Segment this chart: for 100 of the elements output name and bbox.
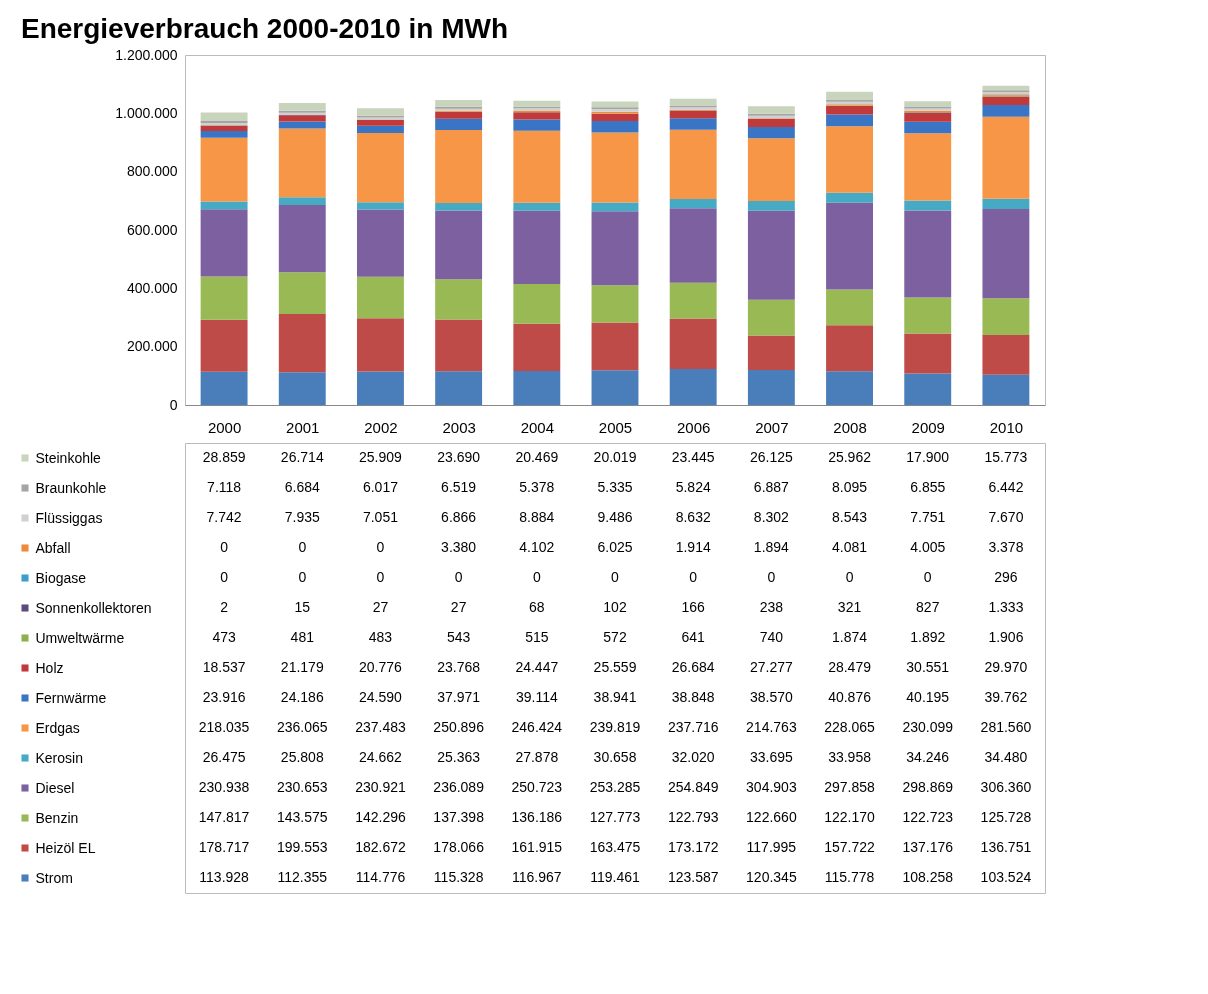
data-label: 21.179 [280,659,324,675]
data-label: 122.170 [824,809,876,825]
data-label: 1.906 [988,629,1024,645]
data-label: 321 [837,599,862,615]
data-label: 15 [294,599,311,615]
data-label: 125.728 [980,809,1032,825]
data-label: 34.246 [906,749,950,765]
data-label: 641 [681,629,706,645]
data-label: 115.328 [433,869,484,885]
data-label: 28.859 [202,449,246,465]
y-tick-label: 1.000.000 [115,104,178,121]
data-label: 26.125 [749,449,793,465]
data-label: 166 [681,599,706,615]
data-label: 137.398 [433,809,485,825]
data-label: 7.751 [910,509,946,525]
data-label: 8.632 [675,509,711,525]
legend-label: Steinkohle [35,449,102,466]
data-label: 483 [368,629,393,645]
data-label: 27 [450,599,467,615]
legend-label: Fernwärme [35,689,107,706]
data-label: 4.102 [519,539,555,555]
data-label: 113.928 [199,869,250,885]
data-label: 39.762 [984,689,1028,705]
data-label: 0 [611,569,620,585]
data-label: 5.824 [675,479,711,495]
data-label: 120.345 [746,869,797,885]
x-tick-label: 2001 [286,418,320,436]
data-label: 8.884 [519,509,555,525]
data-label: 246.424 [511,719,563,735]
y-tick-label: 400.000 [126,279,178,296]
data-label: 0 [298,539,307,555]
x-tick-label: 2008 [833,418,867,436]
data-label: 515 [525,629,549,645]
legend-label: Holz [35,659,64,676]
data-label: 116.967 [512,869,562,885]
data-label: 38.570 [749,689,793,705]
data-label: 163.475 [589,839,641,855]
data-label: 23.690 [437,449,481,465]
x-tick-label: 2002 [364,418,398,436]
data-label: 32.020 [671,749,715,765]
x-tick-label: 2000 [207,418,242,436]
data-label: 4.081 [832,539,868,555]
data-label: 157.722 [824,839,876,855]
data-label: 143.575 [276,809,328,825]
x-tick-label: 2006 [676,418,711,436]
data-label: 281.560 [980,719,1032,735]
data-label: 6.017 [362,479,399,495]
data-label: 114.776 [355,869,406,885]
data-label: 18.537 [202,659,246,675]
data-label: 38.941 [593,689,637,705]
legend-label: Biogase [35,569,87,586]
data-label: 102 [603,599,627,615]
data-label: 123.587 [667,869,719,885]
data-label: 136.751 [980,839,1032,855]
data-label: 178.066 [433,839,485,855]
data-label: 297.858 [824,779,876,795]
data-label: 20.019 [593,449,637,465]
data-label: 0 [376,539,385,555]
legend-label: Strom [35,869,73,886]
data-label: 0 [376,569,385,585]
data-label: 20.776 [359,659,403,675]
data-label: 236.089 [433,779,485,795]
data-label: 8.095 [832,479,868,495]
data-label: 142.296 [355,809,406,825]
data-label: 7.670 [988,509,1024,525]
data-label: 306.360 [980,779,1032,795]
data-label: 40.876 [828,689,872,705]
x-tick-label: 2010 [989,418,1024,436]
legend-label: Benzin [35,809,79,826]
legend-label: Diesel [35,779,75,796]
data-label: 68 [529,599,545,615]
legend-label: Abfall [35,539,71,556]
data-label: 253.285 [589,779,641,795]
legend-label: Sonnenkollektoren [35,599,152,616]
data-label: 5.378 [519,479,555,495]
data-label: 4.005 [910,539,946,555]
data-label: 7.118 [207,479,242,495]
data-label: 0 [689,569,698,585]
data-label: 137.176 [902,839,954,855]
data-label: 298.869 [902,779,954,795]
data-label: 5.335 [597,479,633,495]
data-label: 26.684 [671,659,715,675]
data-label: 238 [759,599,784,615]
data-label: 230.099 [902,719,954,735]
y-tick-label: 1.200.000 [115,46,178,63]
data-label: 1.914 [675,539,711,555]
data-label: 230.938 [198,779,250,795]
data-label: 543 [446,629,471,645]
y-tick-label: 0 [169,396,178,413]
data-label: 1.874 [832,629,868,645]
data-label: 0 [923,569,932,585]
legend-label: Kerosin [35,749,83,766]
data-label: 9.486 [597,509,633,525]
data-label: 20.469 [515,449,559,465]
data-label: 15.773 [984,449,1028,465]
data-label: 827 [916,599,940,615]
data-label: 6.442 [988,479,1024,495]
data-label: 3.380 [441,539,477,555]
data-label: 24.590 [359,689,403,705]
data-label: 0 [767,569,776,585]
